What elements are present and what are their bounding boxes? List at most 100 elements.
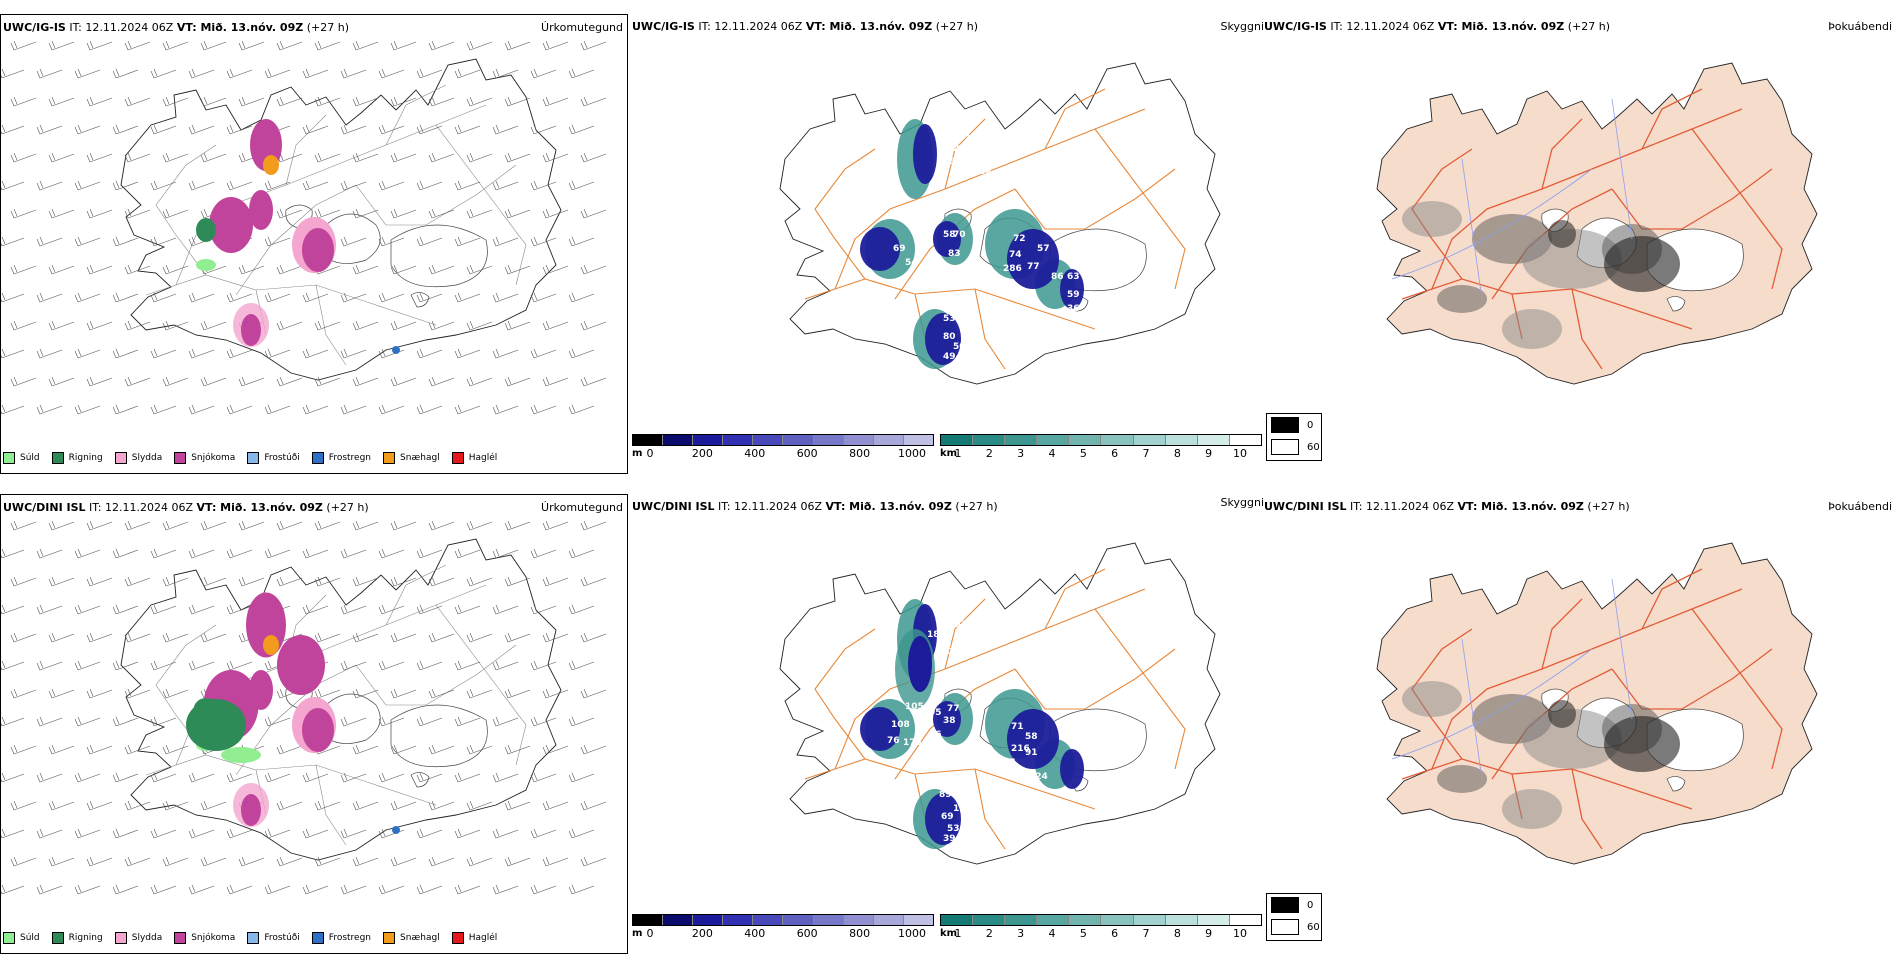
visibility-value-label: 69 (893, 244, 906, 254)
precip-legend-item: Slydda (114, 452, 162, 464)
precip-legend-item: Frostúði (247, 452, 300, 464)
colorbar-tick-label: 0 (646, 447, 654, 460)
visibility-value-label: 199 (983, 150, 1002, 160)
fog-scale-label: 60 (1307, 921, 1320, 933)
colorbar-tick-label: 2 (985, 447, 993, 460)
legend-label: Rigning (68, 453, 103, 463)
legend-swatch (51, 932, 64, 944)
legend-swatch (311, 932, 324, 944)
precip-legend-item: Haglél (451, 932, 497, 944)
visibility-value-label: 31 (955, 620, 968, 630)
precip-type-label-row2: Úrkomutegund (541, 501, 623, 514)
colorbar-segment (1005, 435, 1038, 445)
visibility-value-label: 162 (965, 132, 984, 142)
colorbar-segment (1165, 915, 1198, 925)
colorbar-segment (1069, 435, 1102, 445)
fog-map-svg-row2 (1376, 542, 1818, 865)
visibility-value-label: 12 (953, 607, 966, 617)
colorbar-segment (633, 915, 664, 925)
colorbar-tick-label: 10 (1233, 927, 1247, 940)
precip-legend-item: Súld (3, 452, 40, 464)
fog-scale-row: 0 (1267, 414, 1321, 436)
visibility-value-label: 49 (943, 352, 956, 362)
colorbar-segment (783, 915, 814, 925)
visibility-value-label: 17 (959, 630, 972, 640)
visibility-value-label: 76 (887, 736, 900, 746)
colorbar-segment (843, 915, 874, 925)
legend-swatch (451, 452, 464, 464)
legend-label: Súld (20, 453, 40, 463)
colorbar-segment (1133, 435, 1166, 445)
colorbar-segment (973, 435, 1006, 445)
colorbar-segment (723, 915, 754, 925)
visibility-value-label: 36 (1067, 304, 1080, 314)
legend-swatch (3, 932, 15, 944)
colorbar-segment (1197, 435, 1230, 445)
fog-swatch (1271, 439, 1299, 455)
legend-label: Frostregn (328, 933, 372, 943)
vis-title-row2: UWC/DINI ISL IT: 12.11.2024 06Z VT: Mið.… (632, 500, 998, 513)
colorbar-segment (1133, 915, 1166, 925)
legend-swatch (451, 932, 464, 944)
colorbar-tick-label: 1000 (898, 927, 926, 940)
colorbar-segment (873, 915, 904, 925)
legend-swatch (247, 452, 260, 464)
colorbar-segment (1069, 915, 1102, 925)
colorbar-strip (940, 434, 1262, 446)
legend-swatch (174, 452, 187, 464)
fog-scale-label: 60 (1307, 441, 1320, 453)
precip-legend-item: Frostúði (247, 932, 300, 944)
colorbar-tick-label: 3 (1017, 447, 1025, 460)
colorbar-segment (1101, 915, 1134, 925)
visibility-value-label: 62 (949, 157, 962, 167)
legend-swatch (114, 452, 127, 464)
legend-swatch (3, 452, 15, 464)
precip-legend-row1: Súld Rigning Slydda Snjókoma Frostúði Frostre… (3, 447, 509, 469)
precip-title-row1: UWC/IG-IS IT: 12.11.2024 06Z VT: Mið. 13… (3, 21, 349, 34)
visibility-value-label: 50 (953, 342, 966, 352)
visibility-value-label: 103 (953, 804, 972, 814)
legend-swatch (383, 932, 396, 944)
visibility-value-label: 124 (1029, 772, 1048, 782)
colorbar-tick-label: 0 (646, 927, 654, 940)
colorbar-segment (693, 915, 724, 925)
legend-swatch (51, 452, 64, 464)
visibility-value-label: 53 (947, 824, 960, 834)
colorbar-tick-label: 200 (691, 447, 713, 460)
legend-swatch (114, 932, 127, 944)
precip-legend-item: Frostregn (311, 452, 371, 464)
fog-scale-row2: 0 60 (1266, 893, 1322, 941)
visibility-value-label: 108 (891, 720, 910, 730)
colorbar-segment (1037, 915, 1070, 925)
colorbar-tick-label: 800 (849, 927, 871, 940)
colorbar-unit: km (940, 448, 958, 459)
visibility-value-label: 185 (997, 758, 1016, 768)
colorbar-segment (753, 915, 784, 925)
colorbar-segment (973, 915, 1006, 925)
colorbar-tick-label: 200 (691, 927, 713, 940)
fog-scale-row: 0 (1267, 894, 1321, 916)
visibility-value-label: 53 (943, 314, 956, 324)
colorbar-segment (813, 435, 844, 445)
fog-map-row2: UWC/DINI ISL IT: 12.11.2024 06Z VT: Mið.… (1262, 494, 1892, 954)
colorbar-segment (663, 435, 694, 445)
legend-label: Súld (20, 933, 40, 943)
legend-swatch (174, 932, 187, 944)
colorbar-tick-label: 2 (985, 927, 993, 940)
visibility-value-label: 63 (1067, 272, 1080, 282)
colorbar-tick-label: 7 (1142, 447, 1150, 460)
visibility-value-label: 59 (1067, 290, 1080, 300)
fog-scale-label: 0 (1307, 899, 1314, 911)
precip-type-map-row2: UWC/DINI ISL IT: 12.11.2024 06Z VT: Mið.… (0, 494, 628, 954)
precip-legend-item: Súld (3, 932, 40, 944)
precip-legend-item: Frostregn (311, 932, 372, 944)
colorbar-tick-label: 10 (1233, 447, 1247, 460)
visibility-value-label: 348 (979, 660, 998, 670)
precip-type-label-row1: Úrkomutegund (541, 21, 623, 34)
visibility-value-label: 42 (939, 642, 952, 652)
precip-legend-item: Rigning (51, 932, 103, 944)
visibility-value-label: 70 (953, 230, 966, 240)
colorbar-segment (941, 915, 974, 925)
colorbar-tick-label: 5 (1079, 927, 1087, 940)
